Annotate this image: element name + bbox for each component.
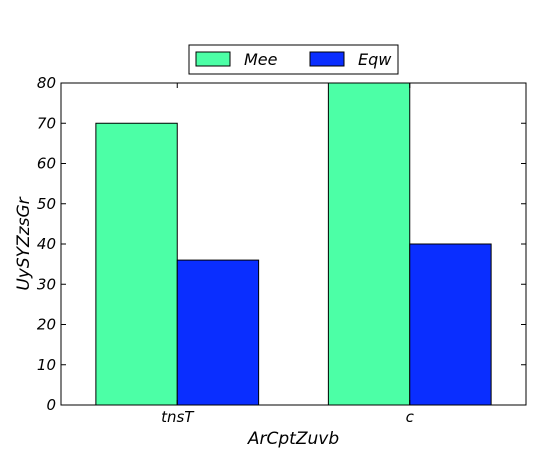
- legend-label-Mee: Mee: [244, 50, 278, 69]
- y-tick-label: 40: [37, 235, 56, 253]
- legend-swatch-Eqw: [309, 51, 345, 67]
- y-tick-label: 50: [37, 195, 56, 213]
- x-axis-title: ArCptZuvb: [247, 429, 339, 449]
- tick-marks: [61, 82, 526, 406]
- y-tick-label: 30: [37, 275, 56, 293]
- y-tick-label: 70: [37, 114, 56, 132]
- bars-group: [95, 82, 492, 406]
- y-tick-label: 10: [37, 356, 56, 374]
- y-axis-title: UySYZzsGr: [14, 196, 34, 290]
- bar-Mee-c: [327, 82, 411, 406]
- legend: Mee Eqw: [188, 44, 399, 75]
- y-tick-label: 60: [37, 155, 56, 173]
- bar-Eqw-c: [409, 243, 492, 406]
- legend-swatch-Mee: [195, 51, 231, 67]
- legend-label-Eqw: Eqw: [358, 50, 392, 69]
- x-axis-tick-labels: tnsT c: [161, 408, 415, 426]
- x-tick-label: c: [406, 408, 415, 426]
- y-axis-tick-labels: 0 10 20 30 40 50 60 70 80: [37, 74, 56, 414]
- bar-Eqw-tnsT: [176, 259, 260, 406]
- x-tick-label: tnsT: [161, 408, 195, 426]
- y-tick-label: 20: [37, 316, 56, 334]
- y-tick-label: 80: [37, 74, 56, 92]
- y-tick-label: 0: [46, 396, 56, 414]
- bar-Mee-tnsT: [95, 122, 178, 406]
